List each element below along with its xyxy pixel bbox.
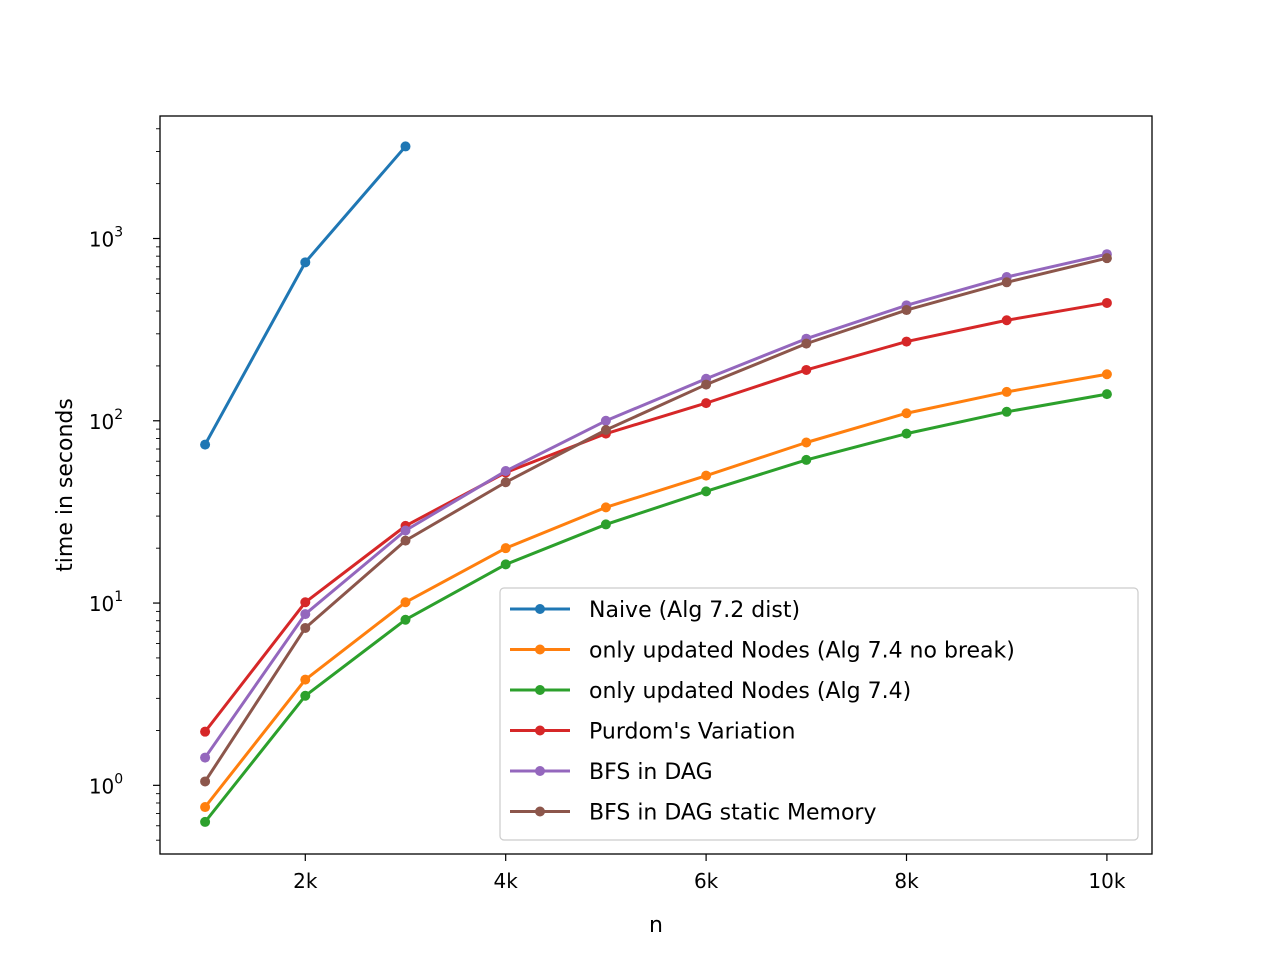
data-point xyxy=(701,470,712,481)
data-point xyxy=(400,535,411,546)
data-point xyxy=(600,502,611,513)
legend-marker xyxy=(535,604,545,614)
data-point xyxy=(300,690,311,701)
data-point xyxy=(600,425,611,436)
data-point xyxy=(200,752,211,763)
data-point xyxy=(600,519,611,530)
x-tick-label: 2k xyxy=(293,869,318,893)
legend-box xyxy=(499,587,1139,841)
y-tick-base: 10 xyxy=(89,774,114,798)
data-point xyxy=(1101,369,1112,380)
data-point xyxy=(400,597,411,608)
data-point xyxy=(1001,315,1012,326)
data-point xyxy=(1001,386,1012,397)
data-point xyxy=(801,338,812,349)
x-axis-label: n xyxy=(649,913,663,938)
data-point xyxy=(300,597,311,608)
y-tick-label: 103 xyxy=(89,225,123,252)
data-point xyxy=(1001,406,1012,417)
y-tick-exponent: 1 xyxy=(114,589,123,605)
legend-label: Naive (Alg 7.2 dist) xyxy=(589,598,800,623)
x-tick-label: 8k xyxy=(894,869,919,893)
y-tick-base: 10 xyxy=(89,228,114,252)
plot-frame xyxy=(159,115,1153,855)
data-point xyxy=(300,674,311,685)
legend-label: BFS in DAG xyxy=(589,760,713,785)
data-point xyxy=(200,726,211,737)
data-point xyxy=(901,428,912,439)
legend-marker xyxy=(535,766,545,776)
series-line-2 xyxy=(202,392,1109,825)
x-tick-label: 6k xyxy=(694,869,719,893)
data-point xyxy=(500,477,511,488)
series-line-5 xyxy=(203,256,1109,784)
data-point xyxy=(1101,297,1112,308)
series-line-1 xyxy=(202,372,1109,810)
data-point xyxy=(500,559,511,570)
y-tick-exponent: 2 xyxy=(114,407,123,423)
legend-marker xyxy=(535,806,545,817)
data-point xyxy=(300,622,311,633)
data-point xyxy=(1001,277,1012,288)
y-tick-label: 102 xyxy=(89,407,123,434)
data-point xyxy=(701,379,712,390)
legend-marker xyxy=(535,685,545,695)
data-point xyxy=(200,802,211,813)
legend-label: Purdom's Variation xyxy=(589,720,795,745)
data-point xyxy=(400,614,411,625)
data-point xyxy=(200,439,211,450)
data-point xyxy=(600,415,611,426)
y-axis-label: time in seconds xyxy=(53,398,78,572)
legend-label: only updated Nodes (Alg 7.4) xyxy=(589,679,911,704)
data-point xyxy=(701,398,712,409)
data-point xyxy=(200,776,211,787)
legend-label: BFS in DAG static Memory xyxy=(589,801,877,826)
data-point xyxy=(701,486,712,497)
legend: Naive (Alg 7.2 dist) only updated Nodes (… xyxy=(499,587,1139,841)
data-point xyxy=(200,816,211,827)
data-point xyxy=(801,364,812,375)
y-tick-label: 100 xyxy=(89,771,123,798)
data-point xyxy=(500,543,511,554)
y-tick-base: 10 xyxy=(89,410,114,434)
x-tick-label: 4k xyxy=(494,869,519,893)
data-point xyxy=(400,141,411,152)
y-tick-exponent: 0 xyxy=(114,771,123,787)
y-tick-base: 10 xyxy=(89,592,114,616)
data-point xyxy=(901,336,912,347)
series-layer xyxy=(200,141,1112,827)
data-point xyxy=(400,525,411,536)
series-line-4 xyxy=(203,252,1109,760)
data-point xyxy=(500,466,511,477)
data-point xyxy=(801,454,812,465)
data-point xyxy=(300,609,311,620)
data-point xyxy=(1101,253,1112,264)
data-point xyxy=(1101,389,1112,400)
data-point xyxy=(801,437,812,448)
legend-label: only updated Nodes (Alg 7.4 no break) xyxy=(589,639,1015,664)
x-tick-label: 10k xyxy=(1088,869,1125,893)
legend-marker xyxy=(535,644,545,655)
series-line-3 xyxy=(202,301,1109,734)
y-tick-exponent: 3 xyxy=(114,225,123,241)
data-point xyxy=(901,305,912,316)
y-tick-label: 101 xyxy=(89,589,123,616)
data-point xyxy=(300,257,311,268)
data-point xyxy=(901,408,912,419)
legend-marker xyxy=(535,725,545,736)
